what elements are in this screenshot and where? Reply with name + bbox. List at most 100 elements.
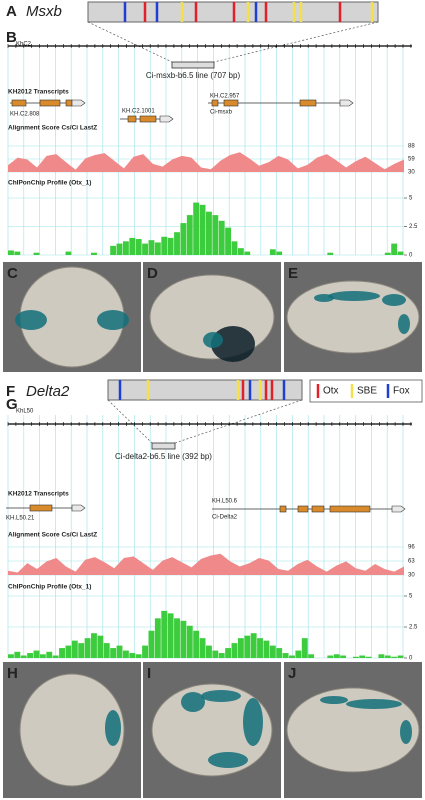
chip-bar: [199, 204, 206, 255]
tick-label: 63: [408, 559, 415, 565]
chip-bar: [135, 654, 142, 658]
track-title: ChIPonChip Profile (Otx_1): [8, 180, 91, 187]
exon: [211, 99, 219, 107]
chip-bar: [59, 648, 65, 658]
embryo: [151, 683, 273, 777]
chip-bar: [237, 638, 244, 658]
chip-bar: [8, 654, 14, 658]
legend-label: SBE: [357, 386, 377, 397]
tick-label: 5: [409, 196, 413, 202]
chip-bar: [282, 653, 289, 658]
exon: [127, 115, 137, 123]
chip-bar: [14, 251, 21, 255]
chip-bar: [397, 251, 404, 255]
chip-bar: [154, 618, 161, 658]
utr: [339, 99, 354, 107]
stain: [181, 692, 205, 712]
chip-bar: [161, 236, 168, 255]
panel-letter: A: [6, 3, 17, 20]
chip-bar: [263, 640, 270, 658]
stain: [400, 720, 412, 744]
chip-bar: [65, 251, 72, 255]
chip-bar: [391, 243, 398, 255]
panel-letter: G: [6, 396, 18, 413]
stain: [211, 326, 255, 362]
legend: Otx SBE Fox: [309, 379, 423, 403]
chip-bar: [71, 640, 78, 658]
chip-bar: [52, 655, 59, 658]
motif-box: [107, 379, 303, 444]
transcript-label: KH.L50.21: [6, 516, 35, 522]
chip-bar: [180, 223, 187, 255]
chip-bar: [391, 656, 398, 658]
track-title: KH2012 Transcripts: [8, 89, 69, 96]
chip-bar: [231, 241, 238, 255]
chip-bar: [84, 638, 91, 658]
stain: [398, 314, 410, 334]
transcript-label: KH.C2.808: [10, 112, 40, 118]
chip-bar: [91, 252, 97, 255]
utr: [71, 99, 86, 107]
exon: [11, 99, 27, 107]
construct-label: Ci-msxb-b6.5 line (707 bp): [146, 71, 241, 80]
tick-label: 0: [409, 656, 413, 662]
chip-bar: [110, 648, 117, 658]
stain: [328, 291, 380, 301]
stain: [201, 690, 241, 702]
chip-bar: [218, 653, 225, 658]
chip-bar: [199, 638, 206, 658]
chip-bar: [135, 239, 142, 255]
chip-bar: [167, 613, 174, 658]
stain: [346, 699, 402, 709]
chip-bar: [129, 653, 136, 658]
chip-bar: [14, 651, 21, 658]
panel-letter: F: [6, 383, 15, 400]
stain: [203, 332, 223, 348]
chip-bar: [384, 655, 391, 658]
chip-bar: [103, 643, 110, 658]
chip-bar: [225, 648, 232, 658]
stain: [320, 696, 348, 704]
gene-name: Msxb: [26, 3, 62, 20]
chip-bar: [97, 635, 104, 658]
panel-letter: I: [147, 665, 151, 682]
chip-bar: [122, 241, 129, 255]
chip-bar: [65, 645, 72, 658]
chip-bar: [308, 654, 315, 658]
transcript-label: KH.L50.6: [212, 499, 238, 505]
track-title: ChIPonChip Profile (Otx_1): [8, 584, 91, 591]
chip-bar: [384, 252, 391, 255]
micrograph: I: [143, 662, 281, 798]
track-title: Alignment Score Cs/Ci LastZ: [8, 125, 97, 132]
chip-bar: [78, 643, 85, 658]
embryo: [286, 687, 420, 773]
chip-bar: [46, 651, 53, 658]
chip-bar: [327, 252, 334, 255]
chip-bar: [295, 650, 302, 658]
tick-label: 5: [409, 594, 413, 600]
chip-bar: [212, 650, 219, 658]
chip-bar: [378, 654, 385, 658]
motif-box: [87, 1, 379, 63]
tick-label: 2.5: [409, 625, 418, 631]
chip-bar: [33, 650, 40, 658]
chip-bar: [250, 633, 257, 658]
panel-letter: C: [7, 265, 18, 282]
chip-bar: [276, 648, 283, 658]
chip-bar: [365, 656, 372, 658]
chip-bar: [116, 645, 123, 658]
chip-bar: [174, 232, 180, 255]
utr: [159, 115, 174, 123]
chip-bar: [301, 638, 308, 658]
chip-bar: [231, 643, 238, 658]
construct: [151, 442, 176, 450]
track-title: Alignment Score Cs/Ci LastZ: [8, 532, 97, 539]
chip-bar: [33, 252, 40, 255]
chip-bar: [142, 243, 149, 255]
gene-name: Delta2: [26, 383, 70, 400]
exon: [29, 504, 53, 512]
chip-bar: [186, 625, 193, 658]
chip-bar: [206, 645, 212, 658]
transcript-label: KH.C2.957: [210, 94, 240, 100]
chip-bar: [161, 610, 168, 658]
